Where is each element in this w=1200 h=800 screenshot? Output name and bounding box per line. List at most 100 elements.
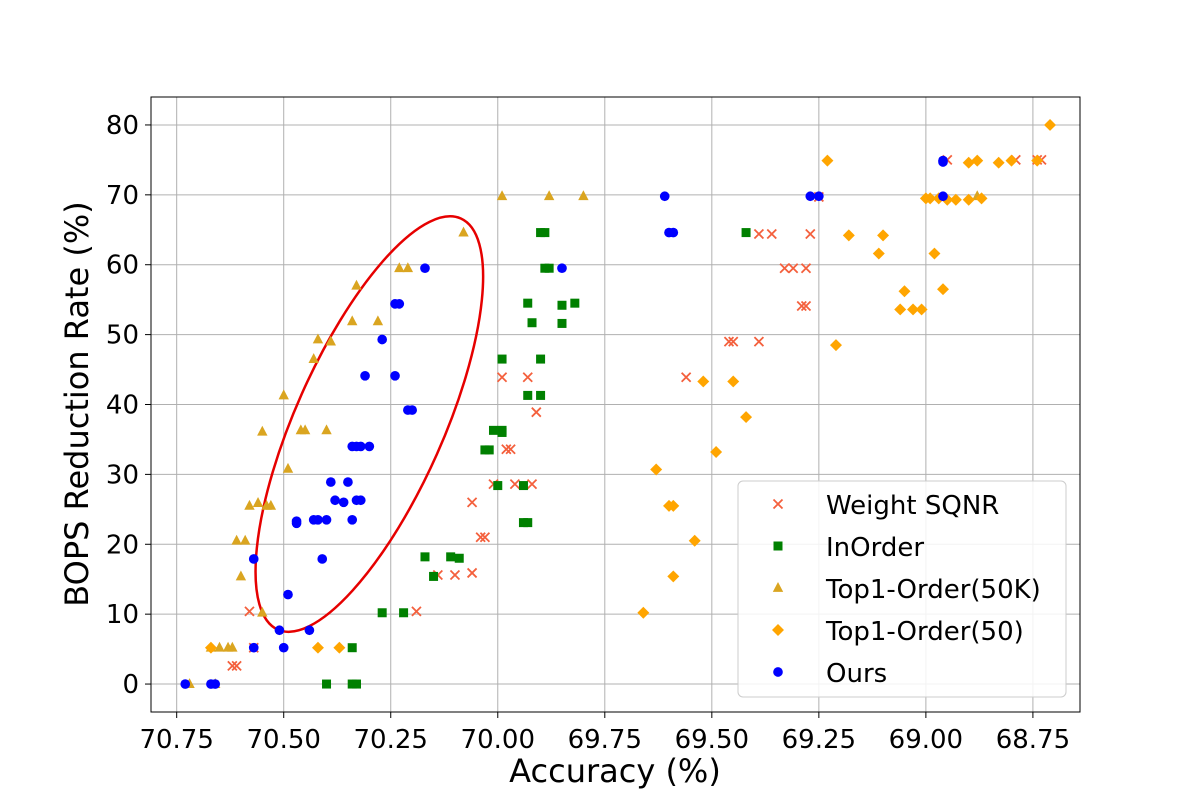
top1-order-50-point [898, 285, 911, 298]
top1-order-50k-point [222, 641, 234, 652]
inorder-point [347, 643, 357, 653]
inorder-point [544, 263, 554, 273]
ours-point [420, 263, 430, 274]
inorder-point [351, 679, 361, 689]
legend: Weight SQNR InOrder Top1-Order(50K) Top1-Or… [737, 480, 1067, 698]
ours-point [347, 514, 358, 525]
ours-point [313, 514, 323, 525]
weight-sqnr-point [766, 228, 777, 240]
legend-label: InOrder [826, 533, 924, 563]
top1-order-50k-point [231, 534, 242, 545]
top1-order-50k-point [578, 190, 589, 201]
ours-point [938, 191, 948, 202]
weight-sqnr-point [723, 336, 735, 347]
ours-point [668, 227, 679, 238]
x-tick-label: 69.75 [568, 725, 642, 755]
x-axis-title: Accuracy (%) [509, 752, 721, 790]
top1-order-50-point [992, 156, 1005, 169]
ours-point [394, 299, 405, 309]
weight-sqnr-point [800, 300, 812, 312]
top1-order-50-point [941, 193, 954, 206]
top1-order-50-point [727, 375, 740, 388]
legend-marker-inorder [773, 541, 783, 551]
weight-sqnr-point [231, 660, 242, 672]
legend-label: Weight SQNR [826, 491, 999, 521]
x-tick-label: 70.75 [139, 725, 213, 755]
y-tick-label: 30 [106, 460, 139, 490]
top1-order-50k-point [244, 499, 255, 510]
inorder-point [518, 481, 528, 491]
ours-point [291, 516, 302, 527]
top1-order-50-point [872, 247, 885, 260]
inorder-point [488, 425, 498, 435]
x-tick-label: 68.75 [996, 725, 1070, 755]
top1-order-50k-point [543, 190, 555, 201]
y-tick-label: 10 [106, 600, 139, 630]
ours-point [210, 679, 221, 689]
top1-order-50-point [829, 339, 842, 352]
ours-point [805, 191, 816, 202]
weight-sqnr-point [244, 606, 255, 617]
top1-order-50k-point [257, 425, 268, 436]
top1-order-50k-point [308, 353, 319, 363]
x-tick-label: 69.00 [889, 725, 963, 755]
legend-item-top1-order-50: Top1-Order(50) [772, 617, 1024, 647]
top1-order-50k-point [321, 424, 332, 435]
weight-sqnr-point [496, 372, 508, 383]
top1-order-50k-point [312, 333, 324, 344]
legend-marker-weight-sqnr [772, 498, 784, 510]
ours-point [377, 334, 388, 345]
top1-order-50k-point [347, 315, 358, 326]
weight-sqnr-point [509, 479, 521, 490]
top1-order-50-point [877, 229, 890, 242]
ours-point [557, 263, 567, 274]
legend-item-ours: Ours [773, 659, 887, 689]
weight-sqnr-point [501, 444, 512, 455]
inorder-point [484, 445, 494, 455]
inorder-point [557, 318, 567, 328]
x-tick-label: 70.50 [246, 725, 320, 755]
top1-order-50k-point [282, 462, 294, 473]
weight-sqnr-point [779, 263, 790, 274]
legend-marker-top1-order-50 [772, 624, 784, 636]
top1-order-50-point [650, 463, 663, 476]
weight-sqnr-point [531, 407, 542, 418]
highlight-ellipse [254, 215, 485, 634]
weight-sqnr-point [475, 532, 486, 543]
top1-order-50-point [740, 411, 753, 424]
ours-point [407, 405, 417, 415]
inorder-point [570, 298, 580, 308]
ours-point [355, 441, 366, 452]
ours-point [360, 371, 370, 381]
legend-label: Ours [826, 659, 887, 689]
ours-point [390, 371, 400, 381]
top1-order-50-point [949, 193, 962, 206]
inorder-point [523, 390, 533, 400]
top1-order-50-point [333, 641, 346, 654]
ours-point [248, 554, 259, 564]
ours-point [338, 497, 349, 508]
inorder-point [429, 571, 439, 581]
legend-label: Top1-Order(50) [825, 617, 1024, 647]
inorder-point [497, 354, 507, 364]
top1-order-50k-point [252, 497, 264, 507]
legend-label: Top1-Order(50K) [825, 575, 1041, 605]
top1-order-50k-point [458, 226, 469, 237]
weight-sqnr-point [796, 300, 807, 312]
x-tick-label: 69.25 [782, 725, 856, 755]
top1-order-50-point [688, 534, 701, 547]
top1-order-50k-point [265, 499, 277, 510]
top1-order-50k-point [372, 315, 384, 326]
top1-order-50-point [1031, 154, 1044, 167]
top1-order-50k-point [351, 279, 362, 290]
top1-order-50-point [894, 303, 907, 316]
top1-order-50-point [928, 247, 941, 260]
ours-point [321, 514, 332, 525]
legend-item-weight-sqnr: Weight SQNR [772, 491, 999, 521]
top1-order-50k-point [402, 262, 414, 273]
ours-point [364, 441, 375, 452]
y-tick-label: 20 [106, 530, 139, 560]
x-tick-label: 70.00 [461, 725, 535, 755]
top1-order-50-point [915, 303, 928, 316]
